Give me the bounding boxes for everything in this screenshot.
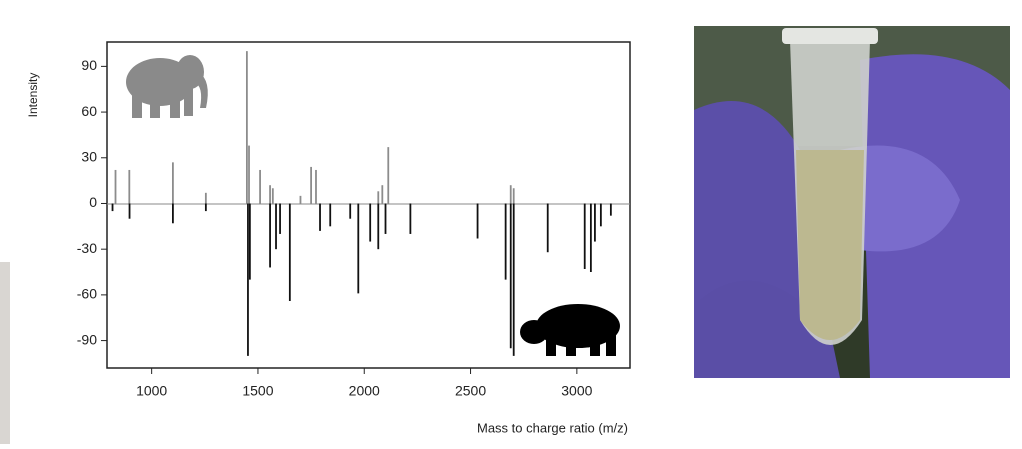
y-tick-label: 30 — [81, 148, 97, 164]
hippo-icon — [520, 304, 620, 356]
plot — [106, 41, 631, 369]
y-tick-label: -90 — [77, 331, 97, 347]
y-tick-label: -60 — [77, 286, 97, 302]
y-tick-label: -30 — [77, 240, 97, 256]
x-tick-label: 2000 — [349, 383, 380, 399]
x-tick-label: 1500 — [242, 383, 273, 399]
y-tick-label: 60 — [81, 103, 97, 119]
side-strip — [0, 262, 10, 444]
elephant-icon — [126, 55, 208, 118]
y-tick-label: 0 — [89, 194, 97, 210]
x-tick-label: 2500 — [455, 383, 486, 399]
y-axis-title: Intensity — [26, 73, 40, 118]
x-tick-label: 1000 — [136, 383, 167, 399]
y-tick-label: 90 — [81, 57, 97, 73]
x-axis-title: Mass to charge ratio (m/z) — [477, 420, 628, 435]
plot-frame — [106, 41, 631, 369]
photo — [694, 26, 1010, 379]
x-tick-label: 3000 — [561, 383, 592, 399]
